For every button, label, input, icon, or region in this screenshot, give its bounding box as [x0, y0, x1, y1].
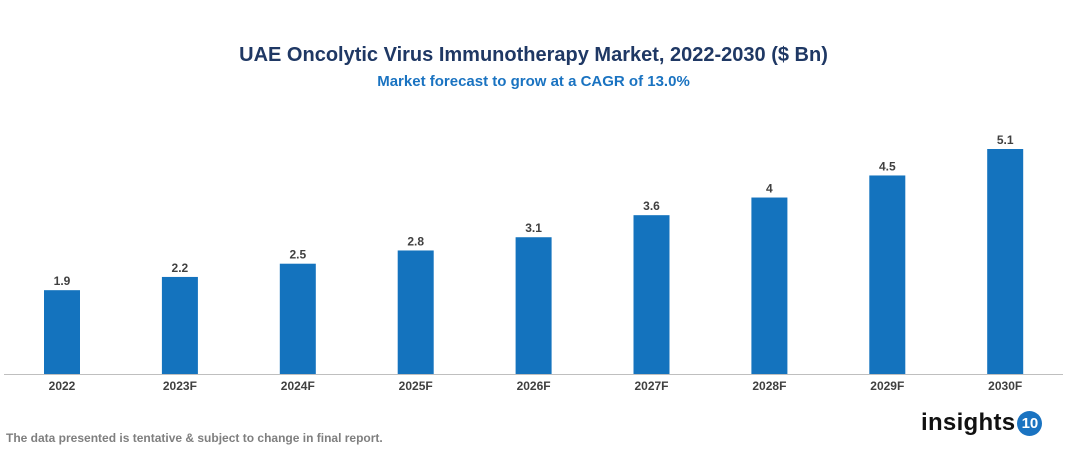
data-label: 5.1 [997, 133, 1014, 147]
bar [633, 215, 670, 374]
x-tick-label: 2024F [281, 379, 315, 393]
bar [515, 237, 552, 374]
bar [397, 250, 434, 374]
data-label: 4.5 [879, 159, 896, 173]
data-label: 2.2 [172, 261, 189, 275]
bar [279, 263, 316, 374]
bar [161, 276, 198, 374]
chart-subtitle: Market forecast to grow at a CAGR of 13.… [377, 73, 690, 90]
data-label: 4 [766, 182, 773, 196]
data-label: 3.1 [525, 221, 542, 235]
logo-badge: 10 [1017, 410, 1043, 436]
footnote: The data presented is tentative & subjec… [6, 431, 383, 445]
x-tick-label: 2023F [163, 379, 197, 393]
insights10-logo: insights 10 [921, 409, 1043, 437]
x-tick-label: 2025F [399, 379, 433, 393]
x-tick-label: 2022 [49, 379, 76, 393]
bar [751, 197, 788, 374]
x-tick-label: 2028F [752, 379, 786, 393]
bar [44, 290, 80, 374]
bar [869, 175, 906, 374]
x-tick-label: 2027F [634, 379, 668, 393]
x-tick-label: 2030F [988, 379, 1022, 393]
bar [987, 149, 1024, 374]
x-tick-label: 2026F [517, 379, 551, 393]
logo-text: insights [921, 409, 1016, 436]
data-label: 2.5 [289, 248, 306, 262]
x-tick-label: 2029F [870, 379, 904, 393]
data-label: 3.6 [643, 199, 660, 213]
data-label: 1.9 [54, 274, 71, 288]
chart-title: UAE Oncolytic Virus Immunotherapy Market… [239, 44, 828, 66]
data-label: 2.8 [407, 234, 424, 248]
